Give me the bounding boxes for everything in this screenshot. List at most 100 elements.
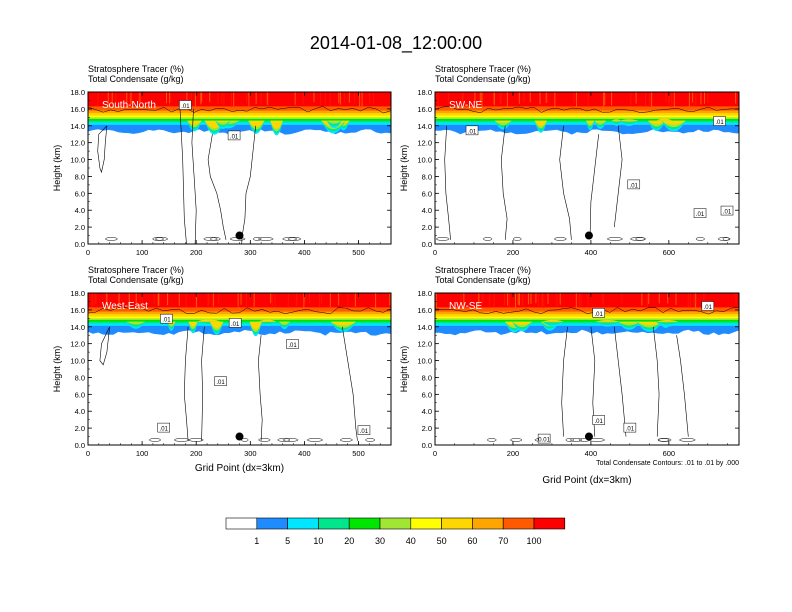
tracer-intrusion: [542, 321, 564, 323]
y-tick-label: 14.0: [417, 323, 432, 332]
contour-label: .01: [288, 343, 297, 349]
location-marker: [235, 231, 244, 240]
y-tick-label: 18.0: [417, 289, 432, 298]
x-tick-label: 600: [663, 248, 676, 257]
tracer-intrusion: [534, 120, 547, 126]
tracer-band: [435, 124, 739, 135]
colorbar-label: 5: [285, 536, 290, 546]
condensate-contour: [258, 335, 263, 441]
condensate-contour: [105, 237, 118, 241]
condensate-contour: [570, 438, 583, 442]
tracer-field: [88, 92, 391, 244]
condensate-contour: [653, 326, 660, 437]
condensate-contour: [258, 438, 271, 442]
tracer-intrusion: [326, 120, 342, 122]
y-tick-label: 4.0: [75, 206, 85, 215]
x-tick-label: 400: [298, 248, 311, 257]
contour-label: .01: [216, 380, 225, 386]
y-tick-label: 10.0: [70, 156, 85, 165]
y-tick-label: 18.0: [417, 88, 432, 97]
y-tick-label: 6.0: [422, 390, 432, 399]
colorbar-swatch: [533, 517, 566, 530]
x-axis-label: Grid Point (dx=3km): [542, 475, 631, 486]
contour-label-box: [720, 205, 734, 216]
x-tick-label: 0: [86, 248, 90, 257]
y-tick-label: 2.0: [75, 223, 85, 232]
y-tick-label: 10.0: [417, 357, 432, 366]
condensate-contour: [88, 307, 391, 315]
tracer-intrusion: [661, 120, 686, 125]
x-tick-label: 400: [298, 449, 311, 458]
tracer-band: [88, 124, 391, 135]
tracer-intrusion: [611, 119, 622, 121]
colorbar-swatch: [472, 517, 504, 530]
colorbar-swatch: [441, 517, 473, 530]
tracer-intrusion: [326, 120, 342, 124]
panel-title-line2: Total Condensate (g/kg): [88, 275, 184, 285]
y-tick-label: 14.0: [70, 323, 85, 332]
y-tick-label: 14.0: [417, 122, 432, 131]
contour-label-box: [179, 100, 192, 110]
condensate-contour: [444, 125, 451, 240]
panels: .01 .01 South-North Stratosphere Tracer (%)…: [52, 64, 740, 486]
condensate-contour: [679, 438, 696, 442]
colorbar-label: 40: [406, 536, 416, 546]
colorbar-label: 30: [375, 536, 385, 546]
condensate-contour: [253, 237, 262, 241]
y-tick-label: 8.0: [75, 373, 85, 382]
contour-label-box: [228, 318, 242, 328]
location-marker: [584, 231, 593, 240]
colorbar-swatch: [410, 517, 442, 530]
contour-label-box: [227, 130, 241, 141]
y-tick-label: 16.0: [417, 306, 432, 315]
tracer-intrusion: [611, 120, 622, 124]
contour-label: .01: [595, 312, 604, 318]
contour-footnote: Total Condensate Contours: .01 to .01 by…: [596, 460, 739, 467]
condensate-contour: [306, 438, 323, 442]
condensate-contour: [500, 125, 508, 240]
tracer-intrusion: [258, 321, 277, 324]
x-tick-label: 100: [136, 248, 149, 257]
contour-label: .01: [723, 210, 732, 216]
condensate-contour: [203, 237, 218, 241]
colorbar-swatch: [502, 517, 535, 530]
contour-label: .01: [715, 120, 724, 126]
contour-label-box: [465, 125, 479, 136]
y-tick-label: 0.0: [75, 240, 85, 249]
condensate-contour: [695, 237, 705, 241]
tracer-intrusion: [187, 120, 202, 125]
colorbar-swatch: [379, 517, 412, 530]
y-tick-label: 6.0: [422, 189, 432, 198]
colorbar-swatch: [318, 517, 350, 530]
x-tick-label: 200: [190, 449, 203, 458]
tracer-field: [88, 293, 391, 445]
condensate-contour: [717, 237, 731, 241]
tracer-intrusion: [656, 319, 679, 322]
tracer-intrusion: [618, 321, 641, 324]
tracer-intrusion: [542, 321, 564, 325]
x-tick-label: 200: [507, 248, 520, 257]
colorbar-swatch: [256, 517, 288, 530]
condensate-contour: [606, 237, 623, 241]
x-tick-label: 400: [585, 248, 598, 257]
tracer-intrusion: [647, 120, 666, 125]
y-tick-label: 2.0: [422, 424, 432, 433]
condensate-contour: [174, 438, 190, 442]
contour-label: 0.01: [538, 438, 550, 444]
colorbar-label: 60: [467, 536, 477, 546]
location-marker: [235, 432, 244, 441]
y-tick-label: 8.0: [422, 172, 432, 181]
panel-title-line2: Total Condensate (g/kg): [435, 74, 531, 84]
colorbar-label: 70: [498, 536, 508, 546]
colorbar-swatch: [348, 517, 381, 530]
y-tick-label: 8.0: [422, 373, 432, 382]
condensate-contour: [207, 134, 227, 240]
tracer-intrusion: [656, 118, 673, 121]
panel-title-line1: Stratosphere Tracer (%): [88, 64, 184, 74]
y-tick-label: 6.0: [75, 189, 85, 198]
panel-label: South-North: [102, 100, 156, 111]
contour-label-box: [537, 433, 551, 444]
colorbar-label: 10: [313, 536, 323, 546]
panel-label: SW-NE: [449, 100, 482, 111]
panel-title-line1: Stratosphere Tracer (%): [435, 64, 531, 74]
